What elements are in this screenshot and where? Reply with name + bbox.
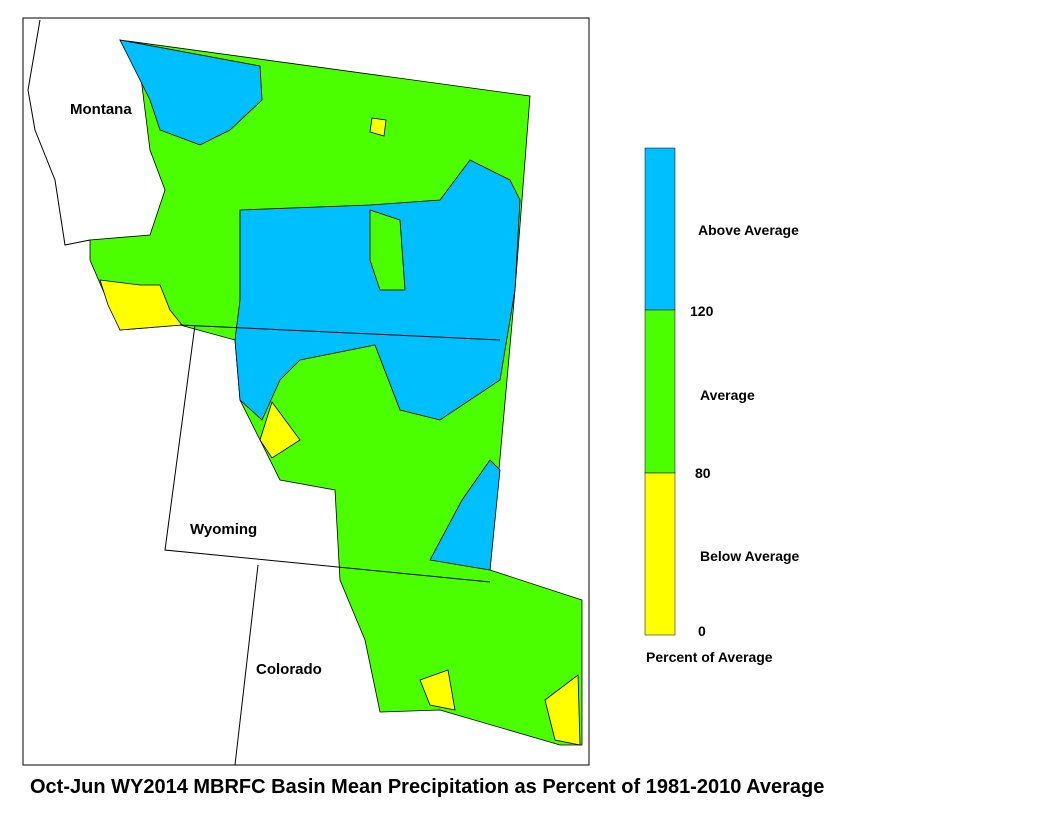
legend-swatch <box>644 309 676 474</box>
basin-above <box>429 459 501 571</box>
state-label: Wyoming <box>190 521 257 538</box>
basin-below <box>369 117 387 137</box>
legend-label: Below Average <box>700 548 800 564</box>
basin-above <box>119 39 263 146</box>
basin-below <box>544 674 581 746</box>
state-borders <box>27 19 501 766</box>
legend-swatch <box>644 147 676 311</box>
basin-average <box>369 209 406 291</box>
legend-label: Average <box>700 387 755 403</box>
basin-below <box>99 279 183 331</box>
wyoming-west-border <box>164 324 491 583</box>
colorado-west-border <box>234 564 259 766</box>
map-title: Oct-Jun WY2014 MBRFC Basin Mean Precipit… <box>30 776 824 798</box>
legend-break: 0 <box>698 623 706 639</box>
legend-label: Above Average <box>698 222 799 238</box>
legend-caption: Percent of Average <box>646 649 773 665</box>
state-label: Montana <box>70 101 132 118</box>
basin-below <box>419 669 456 711</box>
montana-border <box>27 19 91 246</box>
state-label: Colorado <box>256 661 322 678</box>
basin-above <box>234 159 521 421</box>
legend: Above Average Average Below Average 120 … <box>644 147 800 665</box>
legend-break: 80 <box>695 465 711 481</box>
mt-wy-border <box>179 324 501 341</box>
legend-swatch <box>644 472 676 636</box>
basin-below <box>259 401 301 459</box>
legend-break: 120 <box>690 303 714 319</box>
basins <box>89 39 583 746</box>
